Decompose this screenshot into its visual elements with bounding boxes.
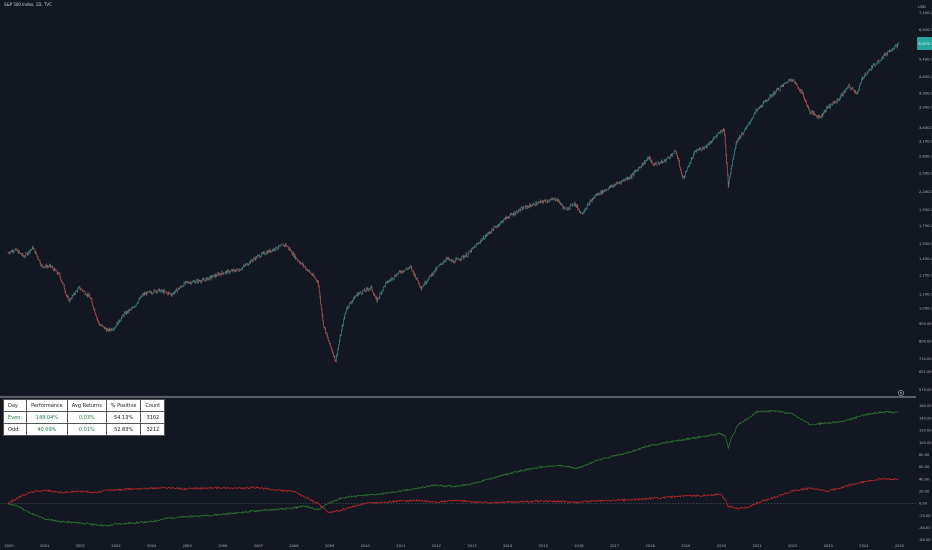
x-tick-label: 2024 — [859, 544, 869, 548]
price-tick-label: 3,400.00 — [919, 126, 932, 130]
returns-tick-label: -20.00 — [919, 514, 931, 518]
x-tick-label: 2006 — [218, 544, 228, 548]
returns-series-even — [7, 409, 899, 527]
x-axis: 2000 2001 2002 2003 2004 2005 2006 2007 2008 2009… — [5, 544, 905, 548]
price-tick-label: 1,400.00 — [919, 257, 932, 261]
header-avg-returns: Avg Returns — [66, 399, 107, 412]
x-tick-label: 2005 — [183, 544, 192, 548]
odd-performance: 40.09% — [26, 423, 68, 436]
even-pct-positive: 54.13% — [105, 411, 142, 424]
price-tick-label: 4,800.00 — [919, 75, 932, 79]
price-tick-label: 2,200.00 — [919, 190, 932, 194]
x-tick-label: 2025 — [895, 544, 904, 548]
price-candles — [7, 42, 899, 363]
odd-day: Odd: — [2, 423, 28, 436]
returns-tick-label: 140.00 — [919, 416, 932, 420]
returns-tick-label: 80.00 — [919, 453, 930, 457]
x-tick-label: 2009 — [325, 544, 335, 548]
x-tick-label: 2012 — [432, 544, 441, 548]
returns-tick-label: -60.00 — [919, 538, 931, 542]
x-tick-label: 2019 — [681, 544, 691, 548]
x-tick-label: 2002 — [76, 544, 85, 548]
header-pct-positive: % Positive — [105, 399, 142, 412]
price-tick-label: 4,300.00 — [919, 91, 932, 95]
returns-tick-label: 20.00 — [919, 490, 930, 494]
x-tick-label: 2022 — [788, 544, 797, 548]
odd-avg-returns: 0.01% — [66, 423, 107, 436]
x-tick-label: 2016 — [574, 544, 584, 548]
price-badge: 5,975.38 — [917, 37, 932, 50]
price-badge-text: 5,975.38 — [919, 41, 932, 46]
price-tick-label: 2,500.00 — [919, 171, 932, 175]
price-tick-label: 800.00 — [919, 340, 932, 344]
price-badge-bg — [917, 37, 932, 50]
stats-header-row: Day Performance Avg Returns % Positive C… — [2, 399, 166, 412]
odd-count: 3212 — [140, 423, 166, 436]
price-tick-label: 2,800.00 — [919, 155, 932, 159]
x-tick-label: 2008 — [289, 544, 299, 548]
even-count: 3102 — [140, 411, 166, 424]
price-tick-label: 5,400.00 — [919, 58, 932, 62]
returns-tick-label: 160.00 — [919, 404, 932, 408]
price-tick-label: 575.00 — [919, 388, 932, 392]
x-tick-label: 2015 — [539, 544, 548, 548]
returns-tick-label: -40.00 — [919, 526, 931, 530]
price-tick-label: 710.00 — [919, 357, 932, 361]
x-tick-label: 2001 — [40, 544, 49, 548]
x-tick-label: 2020 — [717, 544, 727, 548]
price-tick-label: 1,000.00 — [919, 307, 932, 311]
odd-pct-positive: 52.83% — [105, 423, 142, 436]
price-tick-label: 6,600.00 — [919, 28, 932, 32]
settings-icon[interactable] — [898, 390, 904, 396]
returns-tick-label: 60.00 — [919, 465, 930, 469]
x-tick-label: 2014 — [503, 544, 513, 548]
x-tick-label: 2010 — [361, 544, 371, 548]
price-tick-label: 900.00 — [919, 322, 932, 326]
x-tick-label: 2007 — [254, 544, 263, 548]
header-performance: Performance — [26, 399, 68, 412]
price-tick-label: 1,950.00 — [919, 208, 932, 212]
x-tick-label: 2011 — [396, 544, 405, 548]
price-tick-label: 1,750.00 — [919, 224, 932, 228]
x-tick-label: 2003 — [111, 544, 120, 548]
price-line — [7, 44, 899, 362]
header-count: Count — [140, 399, 166, 412]
currency-label: USD — [918, 5, 926, 9]
chart-title: S&P 500 Index, 1D, TVC — [4, 2, 52, 7]
price-tick-label: 1,250.00 — [919, 274, 932, 278]
y-axis: 7,400.006,600.006,000.005,400.004,800.00… — [919, 11, 932, 542]
header-day: Day — [2, 399, 28, 412]
price-tick-label: 3,900.00 — [919, 106, 932, 110]
price-tick-label: 1,100.00 — [919, 293, 932, 297]
price-tick-label: 3,100.00 — [919, 140, 932, 144]
stats-row-even: Even: 149.04% 0.03% 54.13% 3102 — [2, 411, 166, 424]
price-tick-label: 1,550.00 — [919, 242, 932, 246]
stats-table: Day Performance Avg Returns % Positive C… — [2, 399, 166, 436]
even-performance: 149.04% — [26, 411, 68, 424]
returns-tick-label: 120.00 — [919, 429, 932, 433]
x-tick-label: 2004 — [147, 544, 157, 548]
price-pane — [7, 42, 899, 363]
x-tick-label: 2021 — [753, 544, 762, 548]
x-tick-label: 2013 — [468, 544, 477, 548]
x-tick-label: 2000 — [5, 544, 15, 548]
x-tick-label: 2017 — [610, 544, 619, 548]
even-avg-returns: 0.03% — [66, 411, 107, 424]
even-day: Even: — [2, 411, 28, 424]
returns-pane — [0, 409, 916, 527]
x-tick-label: 2018 — [646, 544, 656, 548]
x-tick-label: 2023 — [824, 544, 833, 548]
price-tick-label: 651.00 — [919, 370, 932, 374]
returns-tick-label: 0.00 — [919, 502, 928, 506]
returns-tick-label: 40.00 — [919, 477, 930, 481]
price-tick-label: 7,400.00 — [919, 11, 932, 15]
returns-tick-label: 100.00 — [919, 441, 932, 445]
returns-series-odd — [8, 477, 899, 514]
stats-row-odd: Odd: 40.09% 0.01% 52.83% 3212 — [2, 423, 166, 436]
